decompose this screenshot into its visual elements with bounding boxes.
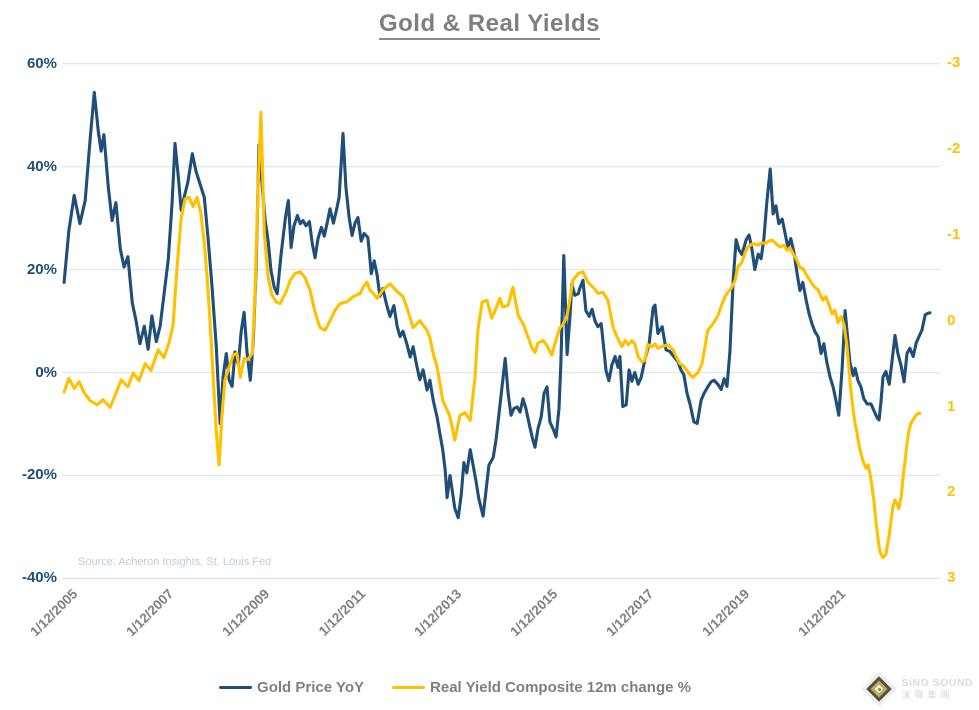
right-axis-label: -3 (947, 54, 961, 72)
sino-sound-chinese-name: 漢聲集團 (901, 690, 954, 701)
left-axis-label: -40% (21, 569, 57, 587)
right-axis-label: 1 (947, 397, 956, 415)
left-axis-label: 40% (26, 157, 57, 175)
legend-item-gold-price: Gold Price YoY (219, 679, 364, 696)
chart-title-text: Gold & Real Yields (378, 10, 601, 40)
right-axis-label: -2 (947, 140, 961, 158)
left-axis-label: 0% (35, 363, 57, 381)
sino-sound-diamond-icon (862, 672, 897, 706)
legend-label-real-yield: Real Yield Composite 12m change % (430, 679, 691, 696)
sino-sound-watermark: SiNO SOUND 漢聲集團 (862, 672, 973, 706)
sino-sound-name: SiNO SOUND (901, 676, 973, 689)
right-axis-label: 3 (947, 569, 956, 587)
gold-price-line (62, 90, 932, 520)
left-axis-label: -20% (21, 466, 57, 484)
legend: Gold Price YoY Real Yield Composite 12m … (219, 679, 691, 696)
right-axis-label: -1 (947, 225, 961, 243)
left-axis-label: 20% (26, 260, 57, 278)
source-note: Source: Acheron Insights, St. Louis Fed (78, 556, 272, 568)
left-axis-label: 60% (26, 54, 57, 72)
sino-sound-wordmark: SiNO SOUND 漢聲集團 (901, 678, 973, 701)
right-axis-label: 0 (947, 311, 956, 329)
legend-item-real-yield: Real Yield Composite 12m change % (392, 679, 691, 696)
real-yield-line (62, 110, 922, 560)
chart-title: Gold & Real Yields (0, 10, 979, 40)
right-axis-label: 2 (947, 483, 956, 501)
legend-label-gold-price: Gold Price YoY (257, 679, 365, 696)
gold-price-line-swatch (219, 685, 253, 690)
real-yield-line-swatch (392, 685, 426, 690)
